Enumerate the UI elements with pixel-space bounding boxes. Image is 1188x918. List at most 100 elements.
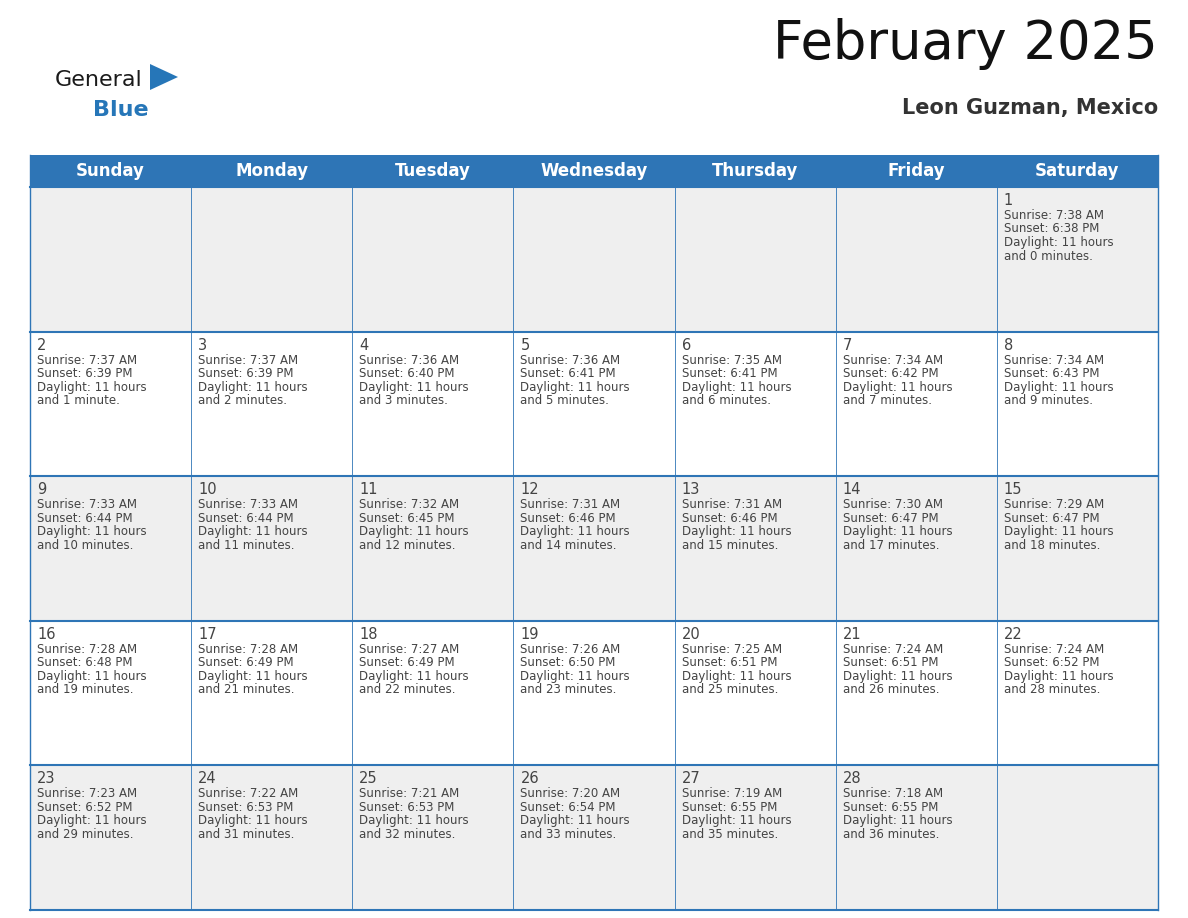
Text: and 3 minutes.: and 3 minutes. — [359, 394, 448, 407]
Text: Sunrise: 7:34 AM: Sunrise: 7:34 AM — [842, 353, 943, 366]
Bar — [675, 621, 835, 766]
Text: 19: 19 — [520, 627, 539, 642]
Bar — [513, 476, 675, 621]
Bar — [191, 331, 353, 476]
Bar — [997, 331, 1158, 476]
Text: Sunrise: 7:37 AM: Sunrise: 7:37 AM — [37, 353, 137, 366]
Text: and 33 minutes.: and 33 minutes. — [520, 828, 617, 841]
Bar — [675, 331, 835, 476]
Text: 20: 20 — [682, 627, 700, 642]
Text: Sunrise: 7:22 AM: Sunrise: 7:22 AM — [198, 788, 298, 800]
Bar — [191, 155, 353, 187]
Text: 18: 18 — [359, 627, 378, 642]
Text: and 19 minutes.: and 19 minutes. — [37, 683, 133, 696]
Bar — [835, 621, 997, 766]
Text: General: General — [55, 70, 143, 90]
Text: and 23 minutes.: and 23 minutes. — [520, 683, 617, 696]
Text: 3: 3 — [198, 338, 207, 353]
Bar — [191, 187, 353, 331]
Bar — [353, 331, 513, 476]
Text: Daylight: 11 hours: Daylight: 11 hours — [842, 381, 953, 394]
Text: Sunrise: 7:33 AM: Sunrise: 7:33 AM — [37, 498, 137, 511]
Text: Sunset: 6:47 PM: Sunset: 6:47 PM — [842, 511, 939, 525]
Bar — [353, 476, 513, 621]
Text: Blue: Blue — [93, 100, 148, 120]
Text: 16: 16 — [37, 627, 56, 642]
Text: Sunset: 6:39 PM: Sunset: 6:39 PM — [198, 367, 293, 380]
Text: 25: 25 — [359, 771, 378, 787]
Text: Sunrise: 7:33 AM: Sunrise: 7:33 AM — [198, 498, 298, 511]
Text: Daylight: 11 hours: Daylight: 11 hours — [359, 381, 469, 394]
Text: Tuesday: Tuesday — [394, 162, 470, 180]
Text: Daylight: 11 hours: Daylight: 11 hours — [198, 381, 308, 394]
Text: Sunset: 6:54 PM: Sunset: 6:54 PM — [520, 800, 615, 814]
Text: Sunrise: 7:36 AM: Sunrise: 7:36 AM — [359, 353, 460, 366]
Bar — [30, 155, 191, 187]
Text: Daylight: 11 hours: Daylight: 11 hours — [37, 670, 146, 683]
Text: Sunset: 6:51 PM: Sunset: 6:51 PM — [842, 656, 939, 669]
Text: Sunrise: 7:27 AM: Sunrise: 7:27 AM — [359, 643, 460, 655]
Bar — [997, 155, 1158, 187]
Text: Sunset: 6:39 PM: Sunset: 6:39 PM — [37, 367, 133, 380]
Text: Sunset: 6:53 PM: Sunset: 6:53 PM — [198, 800, 293, 814]
Bar — [191, 766, 353, 910]
Text: Sunrise: 7:20 AM: Sunrise: 7:20 AM — [520, 788, 620, 800]
Text: Daylight: 11 hours: Daylight: 11 hours — [1004, 236, 1113, 249]
Text: Daylight: 11 hours: Daylight: 11 hours — [1004, 525, 1113, 538]
Text: Daylight: 11 hours: Daylight: 11 hours — [359, 670, 469, 683]
Bar — [835, 155, 997, 187]
Text: Sunset: 6:44 PM: Sunset: 6:44 PM — [37, 511, 133, 525]
Bar — [835, 187, 997, 331]
Text: Daylight: 11 hours: Daylight: 11 hours — [842, 525, 953, 538]
Text: Monday: Monday — [235, 162, 308, 180]
Text: Sunset: 6:49 PM: Sunset: 6:49 PM — [359, 656, 455, 669]
Text: 10: 10 — [198, 482, 216, 498]
Text: Sunrise: 7:19 AM: Sunrise: 7:19 AM — [682, 788, 782, 800]
Text: and 7 minutes.: and 7 minutes. — [842, 394, 931, 407]
Text: Daylight: 11 hours: Daylight: 11 hours — [682, 814, 791, 827]
Text: February 2025: February 2025 — [773, 18, 1158, 70]
Text: Sunset: 6:42 PM: Sunset: 6:42 PM — [842, 367, 939, 380]
Bar — [513, 766, 675, 910]
Text: and 31 minutes.: and 31 minutes. — [198, 828, 295, 841]
Text: Daylight: 11 hours: Daylight: 11 hours — [359, 814, 469, 827]
Text: Sunset: 6:53 PM: Sunset: 6:53 PM — [359, 800, 455, 814]
Bar — [835, 476, 997, 621]
Text: and 9 minutes.: and 9 minutes. — [1004, 394, 1093, 407]
Text: Sunset: 6:49 PM: Sunset: 6:49 PM — [198, 656, 293, 669]
Text: and 21 minutes.: and 21 minutes. — [198, 683, 295, 696]
Text: 4: 4 — [359, 338, 368, 353]
Text: 15: 15 — [1004, 482, 1023, 498]
Text: and 35 minutes.: and 35 minutes. — [682, 828, 778, 841]
Text: Daylight: 11 hours: Daylight: 11 hours — [520, 525, 630, 538]
Text: Thursday: Thursday — [712, 162, 798, 180]
Text: and 14 minutes.: and 14 minutes. — [520, 539, 617, 552]
Text: Sunrise: 7:31 AM: Sunrise: 7:31 AM — [520, 498, 620, 511]
Text: and 0 minutes.: and 0 minutes. — [1004, 250, 1093, 263]
Text: Sunset: 6:41 PM: Sunset: 6:41 PM — [520, 367, 617, 380]
Text: Sunrise: 7:30 AM: Sunrise: 7:30 AM — [842, 498, 943, 511]
Text: Daylight: 11 hours: Daylight: 11 hours — [198, 814, 308, 827]
Text: Sunrise: 7:36 AM: Sunrise: 7:36 AM — [520, 353, 620, 366]
Text: Sunrise: 7:24 AM: Sunrise: 7:24 AM — [842, 643, 943, 655]
Bar — [513, 155, 675, 187]
Text: Sunrise: 7:26 AM: Sunrise: 7:26 AM — [520, 643, 620, 655]
Bar — [513, 187, 675, 331]
Text: 1: 1 — [1004, 193, 1013, 208]
Text: Sunset: 6:40 PM: Sunset: 6:40 PM — [359, 367, 455, 380]
Text: 24: 24 — [198, 771, 216, 787]
Text: and 22 minutes.: and 22 minutes. — [359, 683, 456, 696]
Text: 9: 9 — [37, 482, 46, 498]
Text: and 28 minutes.: and 28 minutes. — [1004, 683, 1100, 696]
Bar — [675, 476, 835, 621]
Text: Sunrise: 7:18 AM: Sunrise: 7:18 AM — [842, 788, 943, 800]
Text: Wednesday: Wednesday — [541, 162, 647, 180]
Text: Sunset: 6:55 PM: Sunset: 6:55 PM — [842, 800, 939, 814]
Text: Daylight: 11 hours: Daylight: 11 hours — [842, 670, 953, 683]
Text: and 17 minutes.: and 17 minutes. — [842, 539, 940, 552]
Text: Sunset: 6:51 PM: Sunset: 6:51 PM — [682, 656, 777, 669]
Text: and 29 minutes.: and 29 minutes. — [37, 828, 133, 841]
Text: 13: 13 — [682, 482, 700, 498]
Text: and 6 minutes.: and 6 minutes. — [682, 394, 771, 407]
Text: 26: 26 — [520, 771, 539, 787]
